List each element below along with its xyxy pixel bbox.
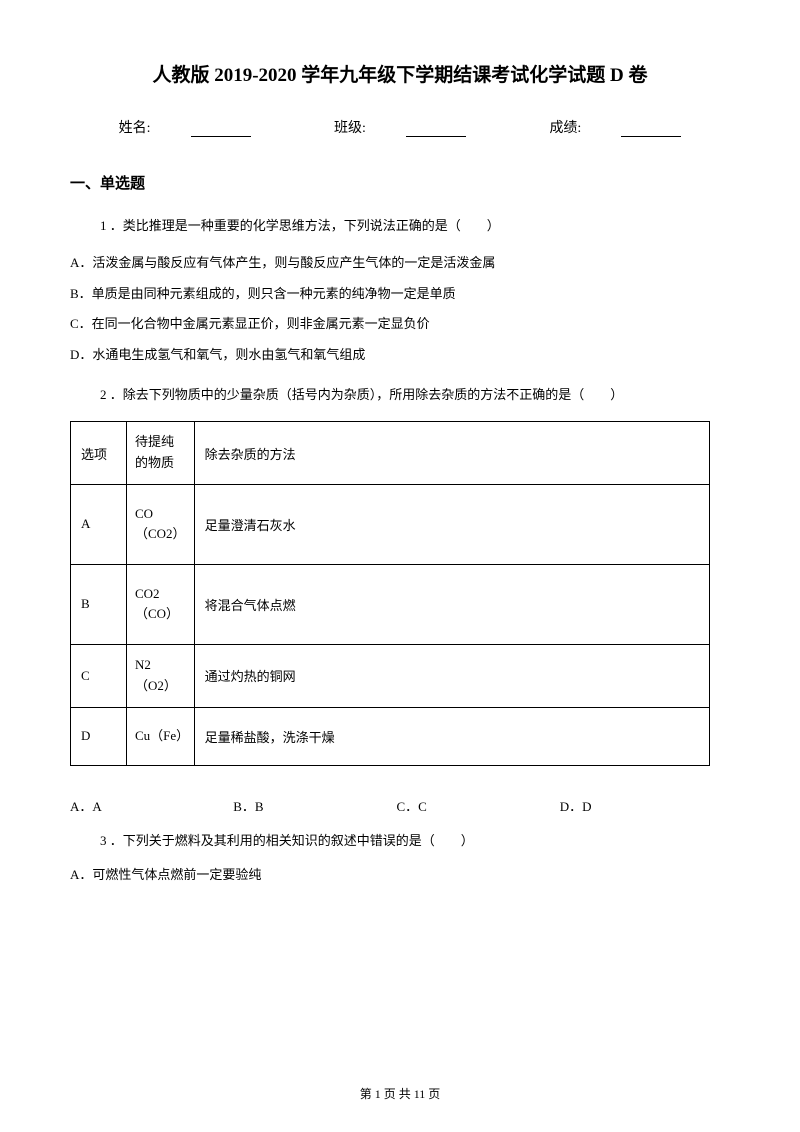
th-substance: 待提纯的物质	[127, 422, 195, 485]
table-header-row: 选项 待提纯的物质 除去杂质的方法	[71, 422, 710, 485]
class-blank	[406, 123, 466, 137]
page-footer: 第 1 页 共 11 页	[0, 1085, 800, 1102]
q3-opt-a: A．可燃性气体点燃前一定要验纯	[70, 861, 730, 890]
cell-a-method: 足量澄清石灰水	[194, 484, 709, 564]
q2-ans-c: C．C	[397, 796, 557, 815]
page-title: 人教版 2019-2020 学年九年级下学期结课考试化学试题 D 卷	[70, 60, 730, 87]
cell-b-method: 将混合气体点燃	[194, 564, 709, 644]
cell-b-sub: CO2（CO）	[127, 564, 195, 644]
section-heading: 一、单选题	[70, 172, 730, 193]
name-label: 姓名:	[99, 121, 271, 136]
q1-opt-c: C．在同一化合物中金属元素显正价，则非金属元素一定显负价	[70, 310, 730, 339]
cell-c-opt: C	[71, 644, 127, 707]
q1-opt-b: B．单质是由同种元素组成的，则只含一种元素的纯净物一定是单质	[70, 280, 730, 309]
q1-opt-a: A．活泼金属与酸反应有气体产生，则与酸反应产生气体的一定是活泼金属	[70, 249, 730, 278]
q2-ans-a: A．A	[70, 796, 230, 815]
cell-c-sub: N2（O2）	[127, 644, 195, 707]
table-row: D Cu（Fe） 足量稀盐酸，洗涤干燥	[71, 707, 710, 765]
cell-a-opt: A	[71, 484, 127, 564]
q2-text: 2 ．除去下列物质中的少量杂质（括号内为杂质），所用除去杂质的方法不正确的是（ …	[70, 384, 730, 403]
table-row: B CO2（CO） 将混合气体点燃	[71, 564, 710, 644]
th-option: 选项	[71, 422, 127, 485]
q3-text: 3 ．下列关于燃料及其利用的相关知识的叙述中错误的是（ ）	[70, 830, 730, 849]
table-row: A CO（CO2） 足量澄清石灰水	[71, 484, 710, 564]
score-label: 成绩:	[529, 121, 701, 136]
table-row: C N2（O2） 通过灼热的铜网	[71, 644, 710, 707]
q1-text: 1 ．类比推理是一种重要的化学思维方法，下列说法正确的是（ ）	[70, 213, 730, 239]
q2-table: 选项 待提纯的物质 除去杂质的方法 A CO（CO2） 足量澄清石灰水 B CO…	[70, 421, 710, 765]
name-blank	[191, 123, 251, 137]
q2-answer-row: A．A B．B C．C D．D	[70, 796, 730, 815]
cell-d-opt: D	[71, 707, 127, 765]
cell-b-opt: B	[71, 564, 127, 644]
q1-opt-d: D．水通电生成氢气和氧气，则水由氢气和氧气组成	[70, 341, 730, 370]
score-blank	[621, 123, 681, 137]
cell-d-method: 足量稀盐酸，洗涤干燥	[194, 707, 709, 765]
info-line: 姓名: 班级: 成绩:	[70, 117, 730, 137]
q2-ans-d: D．D	[560, 796, 592, 815]
class-label: 班级:	[314, 121, 486, 136]
th-method: 除去杂质的方法	[194, 422, 709, 485]
q2-ans-b: B．B	[233, 796, 393, 815]
cell-d-sub: Cu（Fe）	[127, 707, 195, 765]
cell-c-method: 通过灼热的铜网	[194, 644, 709, 707]
cell-a-sub: CO（CO2）	[127, 484, 195, 564]
